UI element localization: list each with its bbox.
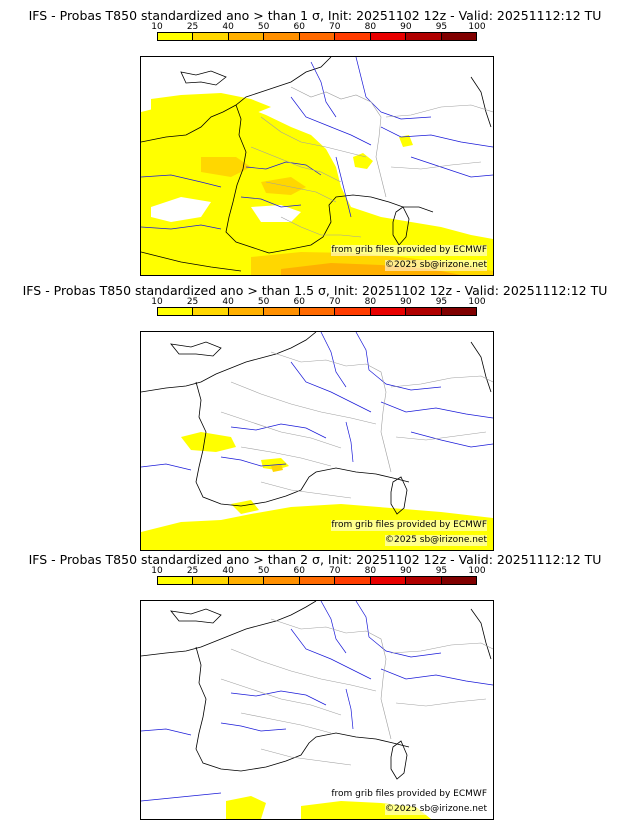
colorbar-bin	[406, 308, 442, 315]
colorbar-tick-label: 90	[400, 22, 412, 32]
colorbar-tick-label: 95	[435, 297, 448, 307]
colorbar-tick-label: 40	[222, 297, 234, 307]
colorbar-bin	[264, 577, 300, 584]
colorbar-tick-label: 40	[222, 566, 234, 576]
colorbar-tick-label: 40	[222, 22, 234, 32]
colorbar-bin	[441, 577, 476, 584]
colorbar-tick-label: 50	[257, 566, 270, 576]
source-credit: from grib files provided by ECMWF	[331, 245, 487, 256]
colorbar-bin	[264, 33, 300, 40]
colorbar-tick-label: 50	[257, 22, 270, 32]
colorbar	[157, 32, 477, 41]
colorbar	[157, 576, 477, 585]
colorbar-bin	[228, 577, 265, 584]
colorbar-bin	[264, 308, 300, 315]
colorbar-tick-label: 80	[364, 566, 377, 576]
colorbar-tick-label: 10	[151, 22, 163, 32]
colorbar-tick-label: 100	[468, 297, 486, 307]
colorbar-tick-label: 25	[186, 297, 199, 307]
colorbar-bin	[370, 308, 407, 315]
colorbar-bin	[299, 33, 336, 40]
copyright-credit: ©2025 sb@irizone.net	[385, 804, 487, 815]
colorbar-tick-label: 100	[468, 22, 486, 32]
colorbar-bin	[228, 308, 265, 315]
colorbar-bin	[193, 577, 229, 584]
colorbar-bin	[158, 308, 194, 315]
panel-sigma-1-5: IFS - Probas T850 standardized ano > tha…	[0, 283, 630, 551]
panel-sigma-2: IFS - Probas T850 standardized ano > tha…	[0, 552, 630, 820]
colorbar-tick-label: 60	[293, 22, 305, 32]
colorbar-tick-label: 60	[293, 297, 305, 307]
colorbar-ticks: 10 25 40 50 60 70 80 90 95 100	[151, 22, 485, 32]
colorbar-ticks: 10 25 40 50 60 70 80 90 95 100	[151, 566, 485, 576]
map-canvas	[141, 601, 493, 819]
colorbar-tick-label: 70	[329, 297, 341, 307]
colorbar-tick-label: 10	[151, 297, 163, 307]
colorbar-tick-label: 10	[151, 566, 163, 576]
geo-lines	[141, 57, 493, 272]
source-credit: from grib files provided by ECMWF	[331, 789, 487, 800]
colorbar-bin	[228, 33, 265, 40]
probability-map: from grib files provided by ECMWF ©2025 …	[140, 600, 494, 820]
geo-lines	[141, 601, 493, 802]
panel-title: IFS - Probas T850 standardized ano > tha…	[28, 552, 602, 567]
panel-title: IFS - Probas T850 standardized ano > tha…	[22, 283, 608, 298]
colorbar-tick-label: 25	[186, 22, 199, 32]
copyright-credit: ©2025 sb@irizone.net	[385, 535, 487, 546]
panel-title: IFS - Probas T850 standardized ano > tha…	[28, 8, 602, 23]
colorbar-tick-label: 95	[435, 22, 448, 32]
copyright-credit: ©2025 sb@irizone.net	[385, 260, 487, 271]
map-canvas	[141, 332, 493, 550]
colorbar-bin	[335, 308, 371, 315]
geo-lines	[141, 332, 493, 515]
colorbar-tick-label: 80	[364, 22, 377, 32]
colorbar-tick-label: 60	[293, 566, 305, 576]
colorbar-bin	[406, 577, 442, 584]
colorbar-tick-label: 70	[329, 22, 341, 32]
colorbar-tick-label: 70	[329, 566, 341, 576]
prob-fill-layer	[141, 432, 493, 550]
colorbar-tick-label: 90	[400, 297, 412, 307]
colorbar-bin	[406, 33, 442, 40]
colorbar-bin	[441, 33, 476, 40]
colorbar-tick-label: 95	[435, 566, 448, 576]
colorbar-tick-label: 100	[468, 566, 486, 576]
colorbar-bin	[158, 33, 194, 40]
colorbar-bin	[299, 577, 336, 584]
colorbar-ticks: 10 25 40 50 60 70 80 90 95 100	[151, 297, 485, 307]
probability-map: from grib files provided by ECMWF ©2025 …	[140, 56, 494, 276]
colorbar-bin	[335, 33, 371, 40]
colorbar-tick-label: 80	[364, 297, 377, 307]
colorbar-bin	[193, 308, 229, 315]
colorbar-bin	[370, 33, 407, 40]
colorbar-bin	[299, 308, 336, 315]
source-credit: from grib files provided by ECMWF	[331, 520, 487, 531]
colorbar-bin	[193, 33, 229, 40]
colorbar-bin	[335, 577, 371, 584]
colorbar-bin	[370, 577, 407, 584]
map-canvas	[141, 57, 493, 275]
panel-sigma-1: IFS - Probas T850 standardized ano > tha…	[0, 8, 630, 276]
colorbar-tick-label: 90	[400, 566, 412, 576]
colorbar-tick-label: 50	[257, 297, 270, 307]
colorbar-bin	[158, 577, 194, 584]
probability-map: from grib files provided by ECMWF ©2025 …	[140, 331, 494, 551]
colorbar	[157, 307, 477, 316]
colorbar-tick-label: 25	[186, 566, 199, 576]
colorbar-bin	[441, 308, 476, 315]
